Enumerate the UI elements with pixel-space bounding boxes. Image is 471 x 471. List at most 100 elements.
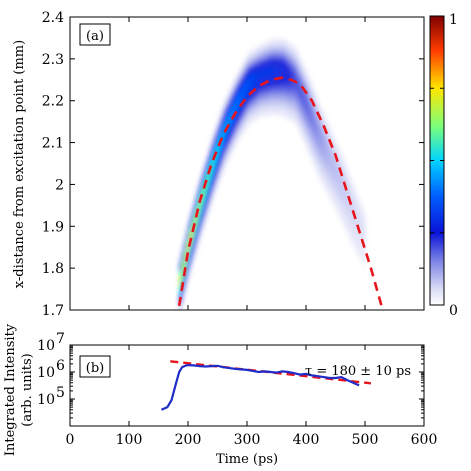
heatmap-cell <box>351 209 354 212</box>
heatmap-cell <box>221 153 225 157</box>
heatmap-cell <box>228 120 232 124</box>
heatmap-cell <box>353 202 357 205</box>
heatmap-cell <box>202 222 206 226</box>
heatmap-cell <box>353 233 357 237</box>
heatmap-cell <box>306 137 310 141</box>
heatmap-cell <box>233 137 236 141</box>
heatmap-cell <box>329 166 333 170</box>
heatmap-cell <box>344 206 347 209</box>
heatmap-cell <box>214 136 218 139</box>
heatmap-cell <box>296 108 300 112</box>
heatmap-cell <box>341 168 345 172</box>
heatmap-cell <box>318 110 321 113</box>
heatmap-cell <box>348 215 352 219</box>
heatmap-cell <box>301 66 305 70</box>
heatmap-cell <box>197 226 201 229</box>
heatmap-cell <box>363 249 366 253</box>
heatmap-cell <box>209 175 213 178</box>
heatmap-cell <box>223 120 227 123</box>
heatmap-cell <box>261 42 265 46</box>
heatmap-cell <box>278 73 281 76</box>
heatmap-cell <box>181 257 185 261</box>
heatmap-cell <box>304 119 307 123</box>
heatmap-cell <box>240 124 244 128</box>
heatmap-cell <box>268 46 272 50</box>
heatmap-cell <box>204 202 208 206</box>
heatmap-cell <box>311 134 314 138</box>
heatmap-cell <box>339 199 343 202</box>
heatmap-cell <box>348 190 352 194</box>
heatmap-cell <box>254 103 258 106</box>
heatmap-cell <box>263 94 267 97</box>
heatmap-cell <box>296 98 300 101</box>
heatmap-cell <box>351 198 354 202</box>
heatmap-cell <box>216 123 220 126</box>
heatmap-cell <box>228 95 232 98</box>
heatmap-cell <box>282 115 286 119</box>
heatmap-cell <box>259 43 262 47</box>
heatmap-cell <box>221 141 225 144</box>
heatmap-cell <box>341 162 345 166</box>
heatmap-cell <box>332 157 336 160</box>
heatmap-cell <box>327 132 331 135</box>
heatmap-cell <box>363 211 366 215</box>
heatmap-cell <box>287 89 291 93</box>
heatmap-cell <box>221 166 225 169</box>
heatmap-cell <box>209 141 213 145</box>
heatmap-cell <box>207 209 211 213</box>
heatmap-cell <box>249 106 253 110</box>
heatmap-cell <box>344 210 347 213</box>
heatmap-cell <box>207 184 211 188</box>
heatmap-cell <box>211 182 215 186</box>
heatmap-cell <box>287 77 291 80</box>
heatmap-cell <box>313 127 317 131</box>
heatmap-cell <box>308 147 312 151</box>
heatmap-cell <box>294 110 298 113</box>
heatmap-cell <box>289 114 293 117</box>
heatmap-cell <box>183 254 187 257</box>
heatmap-cell <box>353 241 357 245</box>
heatmap-cell <box>280 87 284 91</box>
heatmap-cell <box>344 227 347 230</box>
heatmap-cell <box>280 100 284 104</box>
heatmap-cell <box>339 180 343 183</box>
heatmap-cell <box>296 81 300 85</box>
heatmap-cell <box>195 223 199 227</box>
heatmap-cell <box>308 103 312 107</box>
heatmap-cell <box>353 244 357 247</box>
heatmap-cell <box>245 118 248 121</box>
heatmap-cell <box>207 149 211 152</box>
heatmap-cell <box>249 108 253 112</box>
heatmap-cell <box>285 64 288 68</box>
heatmap-cell <box>313 90 317 93</box>
heatmap-cell <box>322 182 326 186</box>
heatmap-cell <box>311 115 314 119</box>
heatmap-cell <box>207 199 211 202</box>
heatmap-cell <box>327 149 331 152</box>
heatmap-cell <box>211 136 215 140</box>
heatmap-cell <box>329 139 333 142</box>
heatmap-cell <box>334 195 338 199</box>
heatmap-cell <box>209 181 213 185</box>
heatmap-cell <box>223 143 227 146</box>
heatmap-cell <box>355 244 359 248</box>
heatmap-cell <box>233 133 236 137</box>
heatmap-cell <box>351 190 354 193</box>
heatmap-cell <box>337 185 340 189</box>
heatmap-cell <box>287 72 291 76</box>
heatmap-cell <box>318 143 321 147</box>
heatmap-cell <box>252 48 255 52</box>
heatmap-cell <box>226 150 229 154</box>
heatmap-cell <box>355 240 359 244</box>
heatmap-cell <box>207 212 211 215</box>
heatmap-cell <box>339 203 343 206</box>
heatmap-cell <box>245 107 248 111</box>
heatmap-cell <box>315 102 319 105</box>
heatmap-cell <box>230 149 234 152</box>
heatmap-cell <box>273 48 277 51</box>
heatmap-cell <box>266 47 270 51</box>
heatmap-cell <box>261 93 265 96</box>
heatmap-cell <box>240 95 244 98</box>
heatmap-cell <box>268 80 272 83</box>
heatmap-cell <box>296 77 300 80</box>
